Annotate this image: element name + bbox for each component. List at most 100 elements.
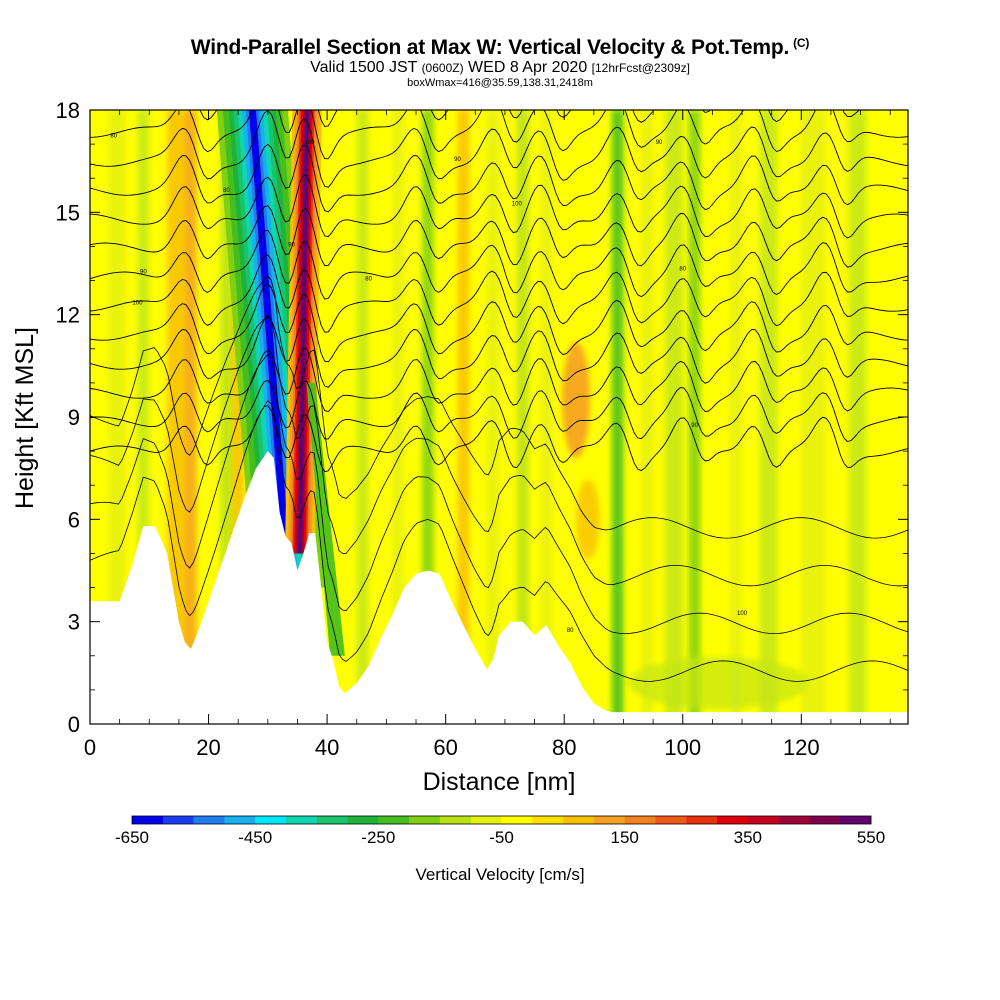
isentrope-line	[90, 205, 908, 268]
colorbar-swatch	[132, 816, 164, 824]
colorbar-label: Vertical Velocity [cm/s]	[415, 865, 584, 884]
contour-label: 90	[656, 140, 663, 146]
y-tick-label: 12	[56, 303, 80, 328]
y-tick-label: 0	[68, 712, 80, 737]
colorbar-swatch	[563, 816, 595, 824]
valid-date: WED 8 Apr 2020	[468, 59, 588, 76]
contour-label: 100	[304, 140, 315, 146]
chart-title-text: Wind-Parallel Section at Max W: Vertical…	[190, 36, 790, 59]
downdraft-pocket	[628, 657, 809, 710]
contour-label: 80	[110, 133, 117, 139]
colorbar-tick-label: -250	[361, 828, 395, 847]
colorbar-tick-label: -450	[238, 828, 272, 847]
x-tick-label: 120	[783, 735, 820, 760]
colorbar-swatch	[255, 816, 287, 824]
colorbar-swatch	[224, 816, 256, 824]
y-tick-label: 15	[56, 200, 80, 225]
colorbar-swatch	[655, 816, 687, 824]
colorbar-swatch	[747, 816, 779, 824]
forecast-info: [12hrFcst@2309z]	[591, 61, 690, 75]
colorbar-swatch	[347, 816, 379, 824]
updraft-pocket	[575, 479, 600, 560]
valid-prefix: Valid 1500 JST	[310, 59, 418, 76]
isentrope-line	[90, 405, 908, 473]
colorbar-frame	[131, 815, 872, 825]
box-info: boxWmax=416@35.59,138.31,2418m	[407, 77, 593, 89]
colorbar-swatch	[501, 816, 533, 824]
x-tick-label: 0	[84, 735, 96, 760]
velocity-band	[107, 110, 126, 724]
axes: 0 20 40 60 80 100 120 0 3 6 9 12 15 18	[56, 98, 908, 760]
colorbar: -650 -450 -250 -50 150 350 550	[115, 815, 885, 847]
contour-label: 80	[365, 277, 372, 283]
colorbar-swatch	[409, 816, 441, 824]
isentrope-line	[90, 229, 908, 300]
velocity-band	[516, 110, 529, 724]
colorbar-swatch	[316, 816, 348, 824]
isentrope-line	[90, 379, 908, 443]
y-tick-label: 9	[68, 405, 80, 430]
isentrope-line	[90, 110, 908, 160]
colorbar-swatch	[439, 816, 472, 824]
velocity-band	[487, 110, 499, 724]
isentrope-line	[90, 316, 908, 388]
contour-label: 100	[512, 202, 523, 208]
field-bands	[107, 110, 867, 724]
velocity-band	[540, 110, 553, 724]
updraft-pocket	[562, 341, 591, 458]
velocity-band	[848, 110, 867, 724]
velocity-band	[137, 110, 150, 724]
isentrope-contours: 80 90 100 80 90 100 80 90 100 80 90 100 80 90	[90, 110, 908, 682]
velocity-band	[801, 110, 826, 724]
y-axis-label: Height [Kft MSL]	[11, 327, 39, 509]
velocity-band	[232, 110, 245, 724]
contour-label: 80	[567, 628, 574, 634]
isentrope-line	[90, 275, 908, 539]
colorbar-swatch	[193, 816, 225, 824]
isentrope-line	[90, 283, 908, 363]
terrain-mask	[90, 451, 908, 724]
isentrope-line	[90, 314, 908, 587]
colorbar-swatch	[532, 816, 564, 824]
colorbar-swatch	[593, 816, 625, 824]
velocity-band	[392, 110, 405, 724]
y-tick-label: 6	[68, 507, 80, 532]
isentrope-line	[90, 174, 908, 239]
colorbar-swatch	[840, 816, 872, 824]
colorbar-swatch	[285, 816, 318, 824]
colorbar-tick-label: -50	[489, 828, 514, 847]
velocity-band	[688, 110, 701, 724]
colorbar-swatch	[162, 816, 194, 824]
colorbar-swatch	[624, 816, 656, 824]
velocity-band	[184, 110, 197, 724]
contour-label: 90	[691, 423, 698, 429]
updraft-band	[297, 110, 310, 554]
y-tick-label: 18	[56, 98, 80, 123]
velocity-band	[730, 110, 743, 724]
contour-label: 90	[454, 157, 461, 163]
contour-label: 90	[140, 270, 147, 276]
contour-label: 100	[132, 300, 143, 306]
wave-couplet	[216, 110, 345, 656]
x-tick-label: 20	[196, 735, 220, 760]
lee-downdraft	[306, 382, 345, 656]
isentrope-line	[90, 254, 908, 333]
x-axis-label: Distance [nm]	[423, 768, 576, 796]
x-tick-label: 100	[664, 735, 701, 760]
x-tick-label: 40	[315, 735, 339, 760]
valid-time-line: Valid 1500 JST (0600Z) WED 8 Apr 2020 [1…	[0, 59, 1000, 77]
terrain	[90, 451, 908, 724]
contour-label: 90	[288, 242, 295, 248]
isentrope-line	[90, 143, 908, 213]
isentrope-line	[199, 110, 861, 127]
contour-label: 80	[679, 266, 686, 272]
valid-utc: (0600Z)	[421, 61, 464, 75]
colorbar-swatch	[378, 816, 410, 824]
velocity-band	[220, 110, 233, 724]
velocity-band	[611, 110, 624, 724]
velocity-band	[421, 110, 434, 724]
copyright-mark: (C)	[793, 36, 810, 50]
chart-title: Wind-Parallel Section at Max W: Vertical…	[0, 36, 1000, 60]
colorbar-swatch	[686, 816, 718, 824]
